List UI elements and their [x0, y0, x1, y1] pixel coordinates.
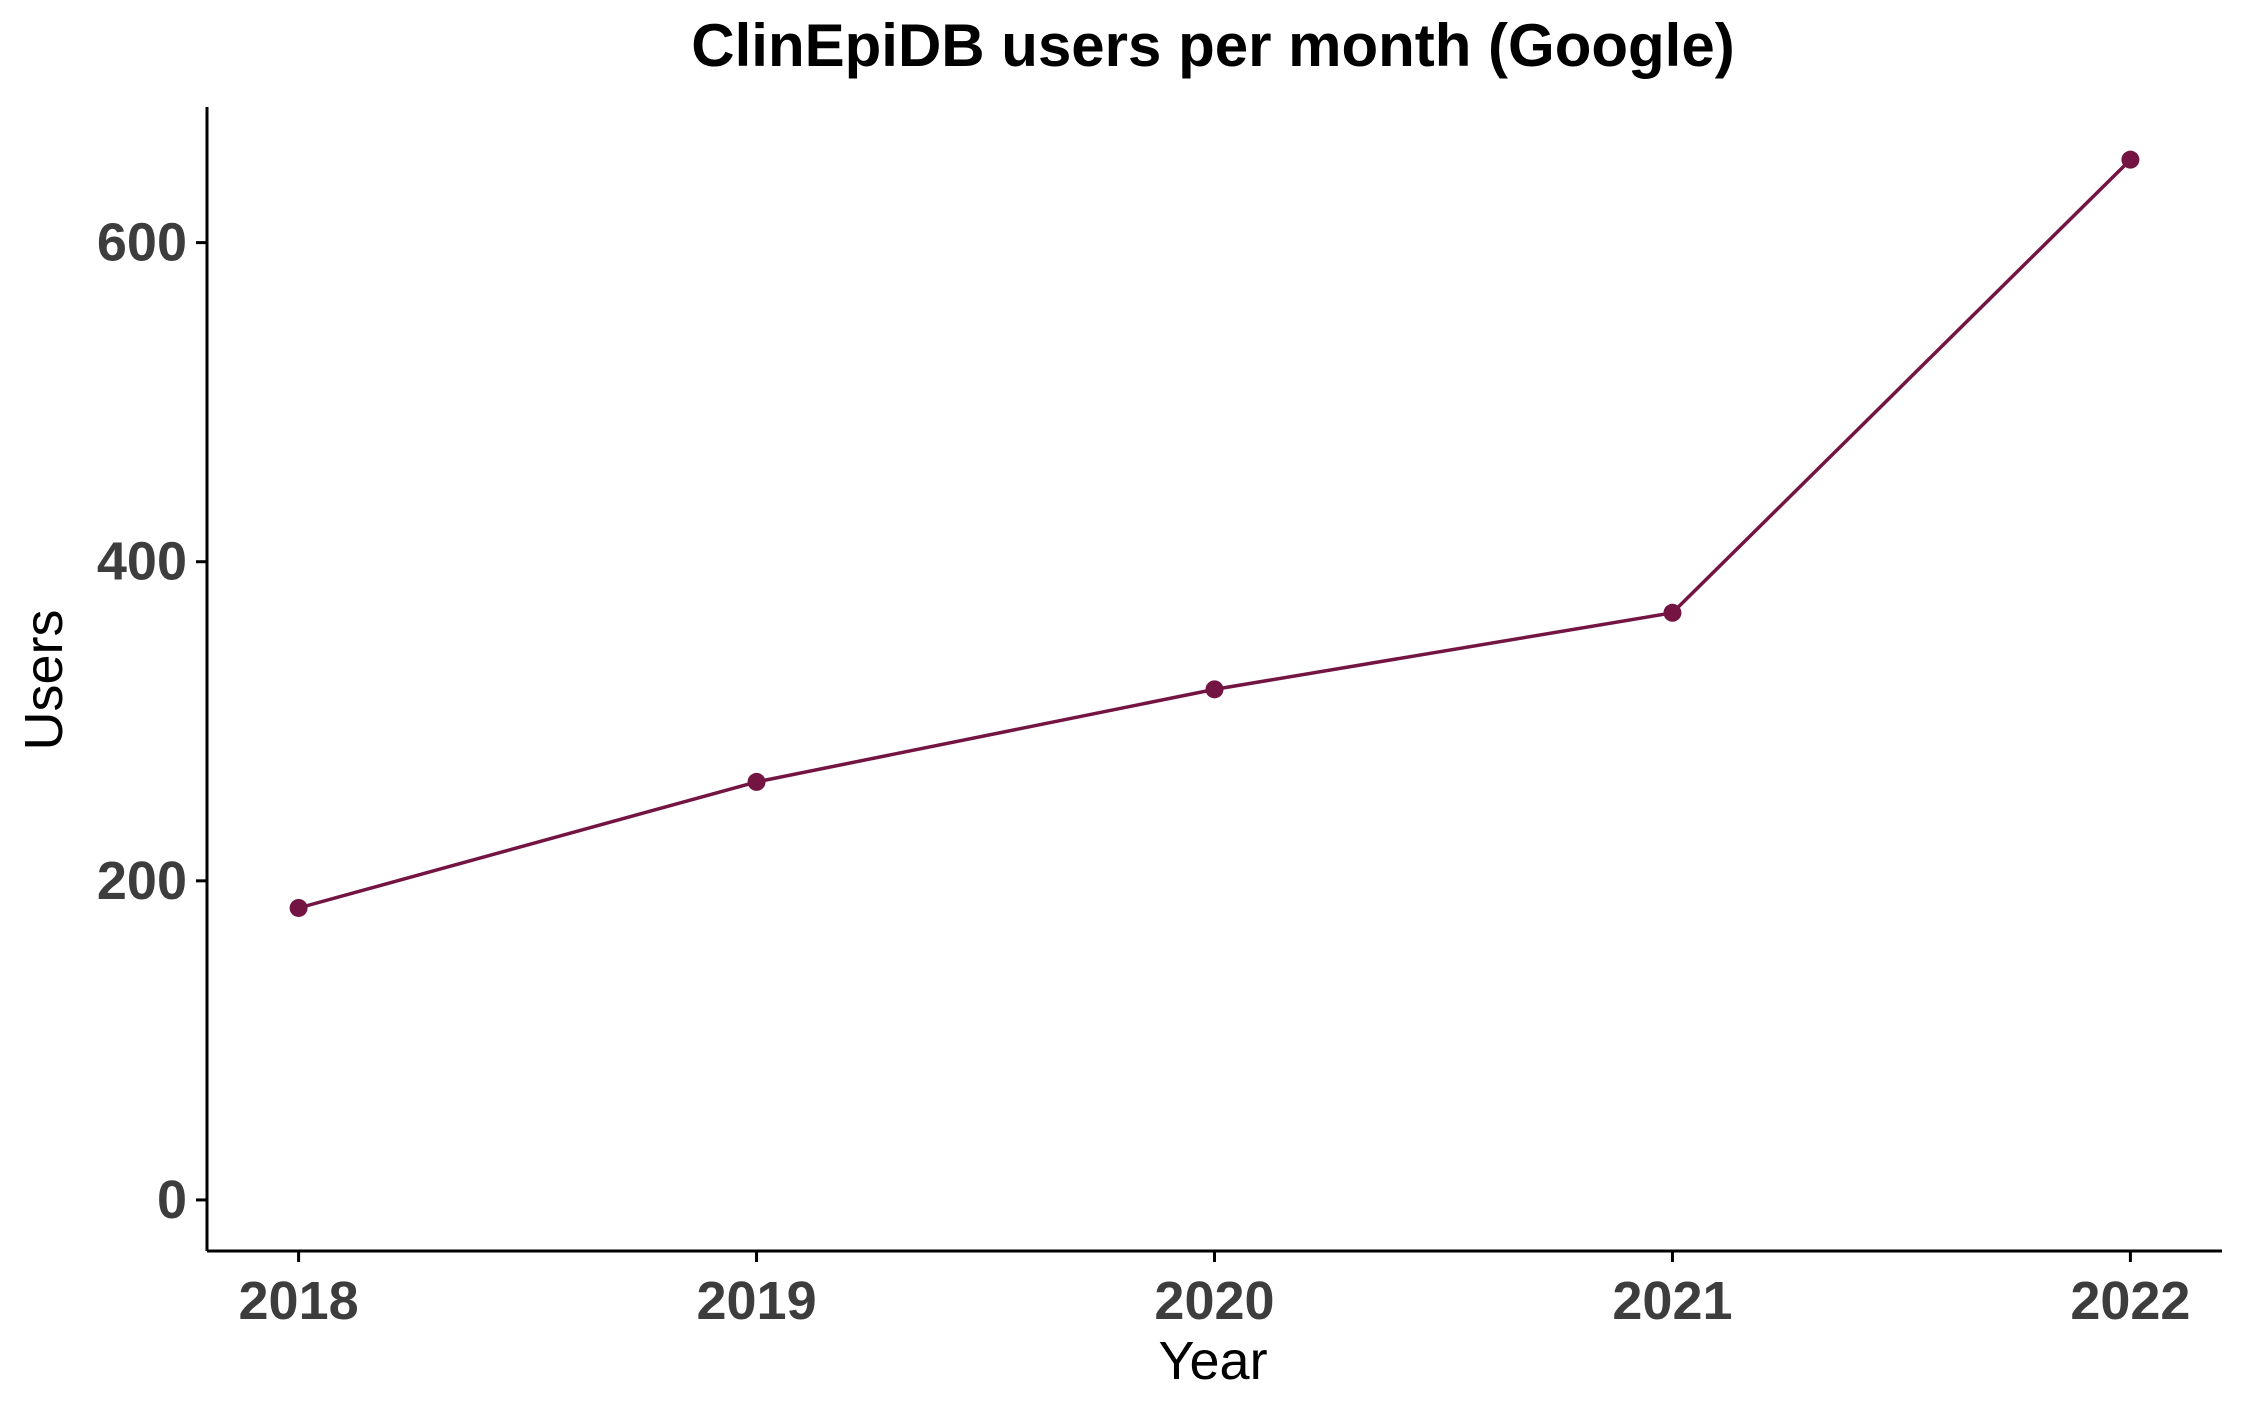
data-point — [747, 772, 766, 791]
series-users — [289, 150, 2140, 917]
y-tick-label: 400 — [97, 532, 187, 592]
x-tick-label: 2018 — [239, 1271, 359, 1331]
data-point — [2121, 150, 2140, 169]
series-line — [298, 158, 2132, 910]
x-tick-label: 2021 — [1612, 1271, 1732, 1331]
data-point — [1663, 603, 1682, 622]
chart-title: ClinEpiDB users per month (Google) — [691, 12, 1734, 79]
x-tick-label: 2020 — [1154, 1271, 1274, 1331]
y-tick-label: 0 — [157, 1170, 187, 1230]
x-tick-label: 2022 — [2070, 1271, 2190, 1331]
y-axis-title: Users — [14, 609, 74, 750]
x-axis: 2018 2019 2020 2021 2022 — [207, 1249, 2222, 1331]
y-axis: 0 200 400 600 — [97, 107, 209, 1251]
y-tick-label: 600 — [97, 213, 187, 273]
x-axis-ticks: 2018 2019 2020 2021 2022 — [239, 1251, 2190, 1331]
x-tick-label: 2019 — [696, 1271, 816, 1331]
data-point — [1205, 680, 1224, 699]
x-axis-title: Year — [1158, 1331, 1267, 1391]
y-tick-label: 200 — [97, 851, 187, 911]
y-axis-ticks: 0 200 400 600 — [97, 213, 207, 1230]
data-point — [289, 898, 308, 917]
